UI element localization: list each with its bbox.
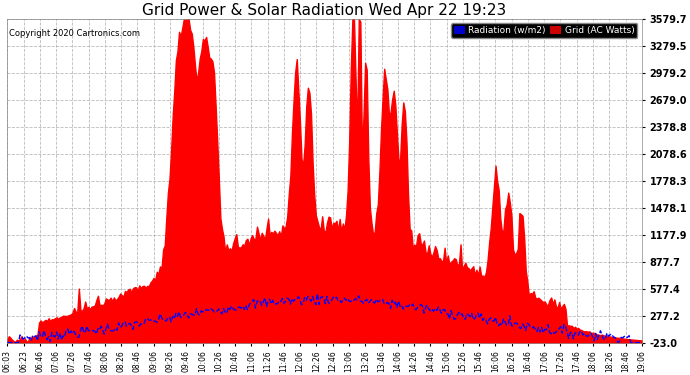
Title: Grid Power & Solar Radiation Wed Apr 22 19:23: Grid Power & Solar Radiation Wed Apr 22 … xyxy=(142,3,506,18)
Text: Copyright 2020 Cartronics.com: Copyright 2020 Cartronics.com xyxy=(8,28,139,38)
Legend: Radiation (w/m2), Grid (AC Watts): Radiation (w/m2), Grid (AC Watts) xyxy=(451,24,638,38)
